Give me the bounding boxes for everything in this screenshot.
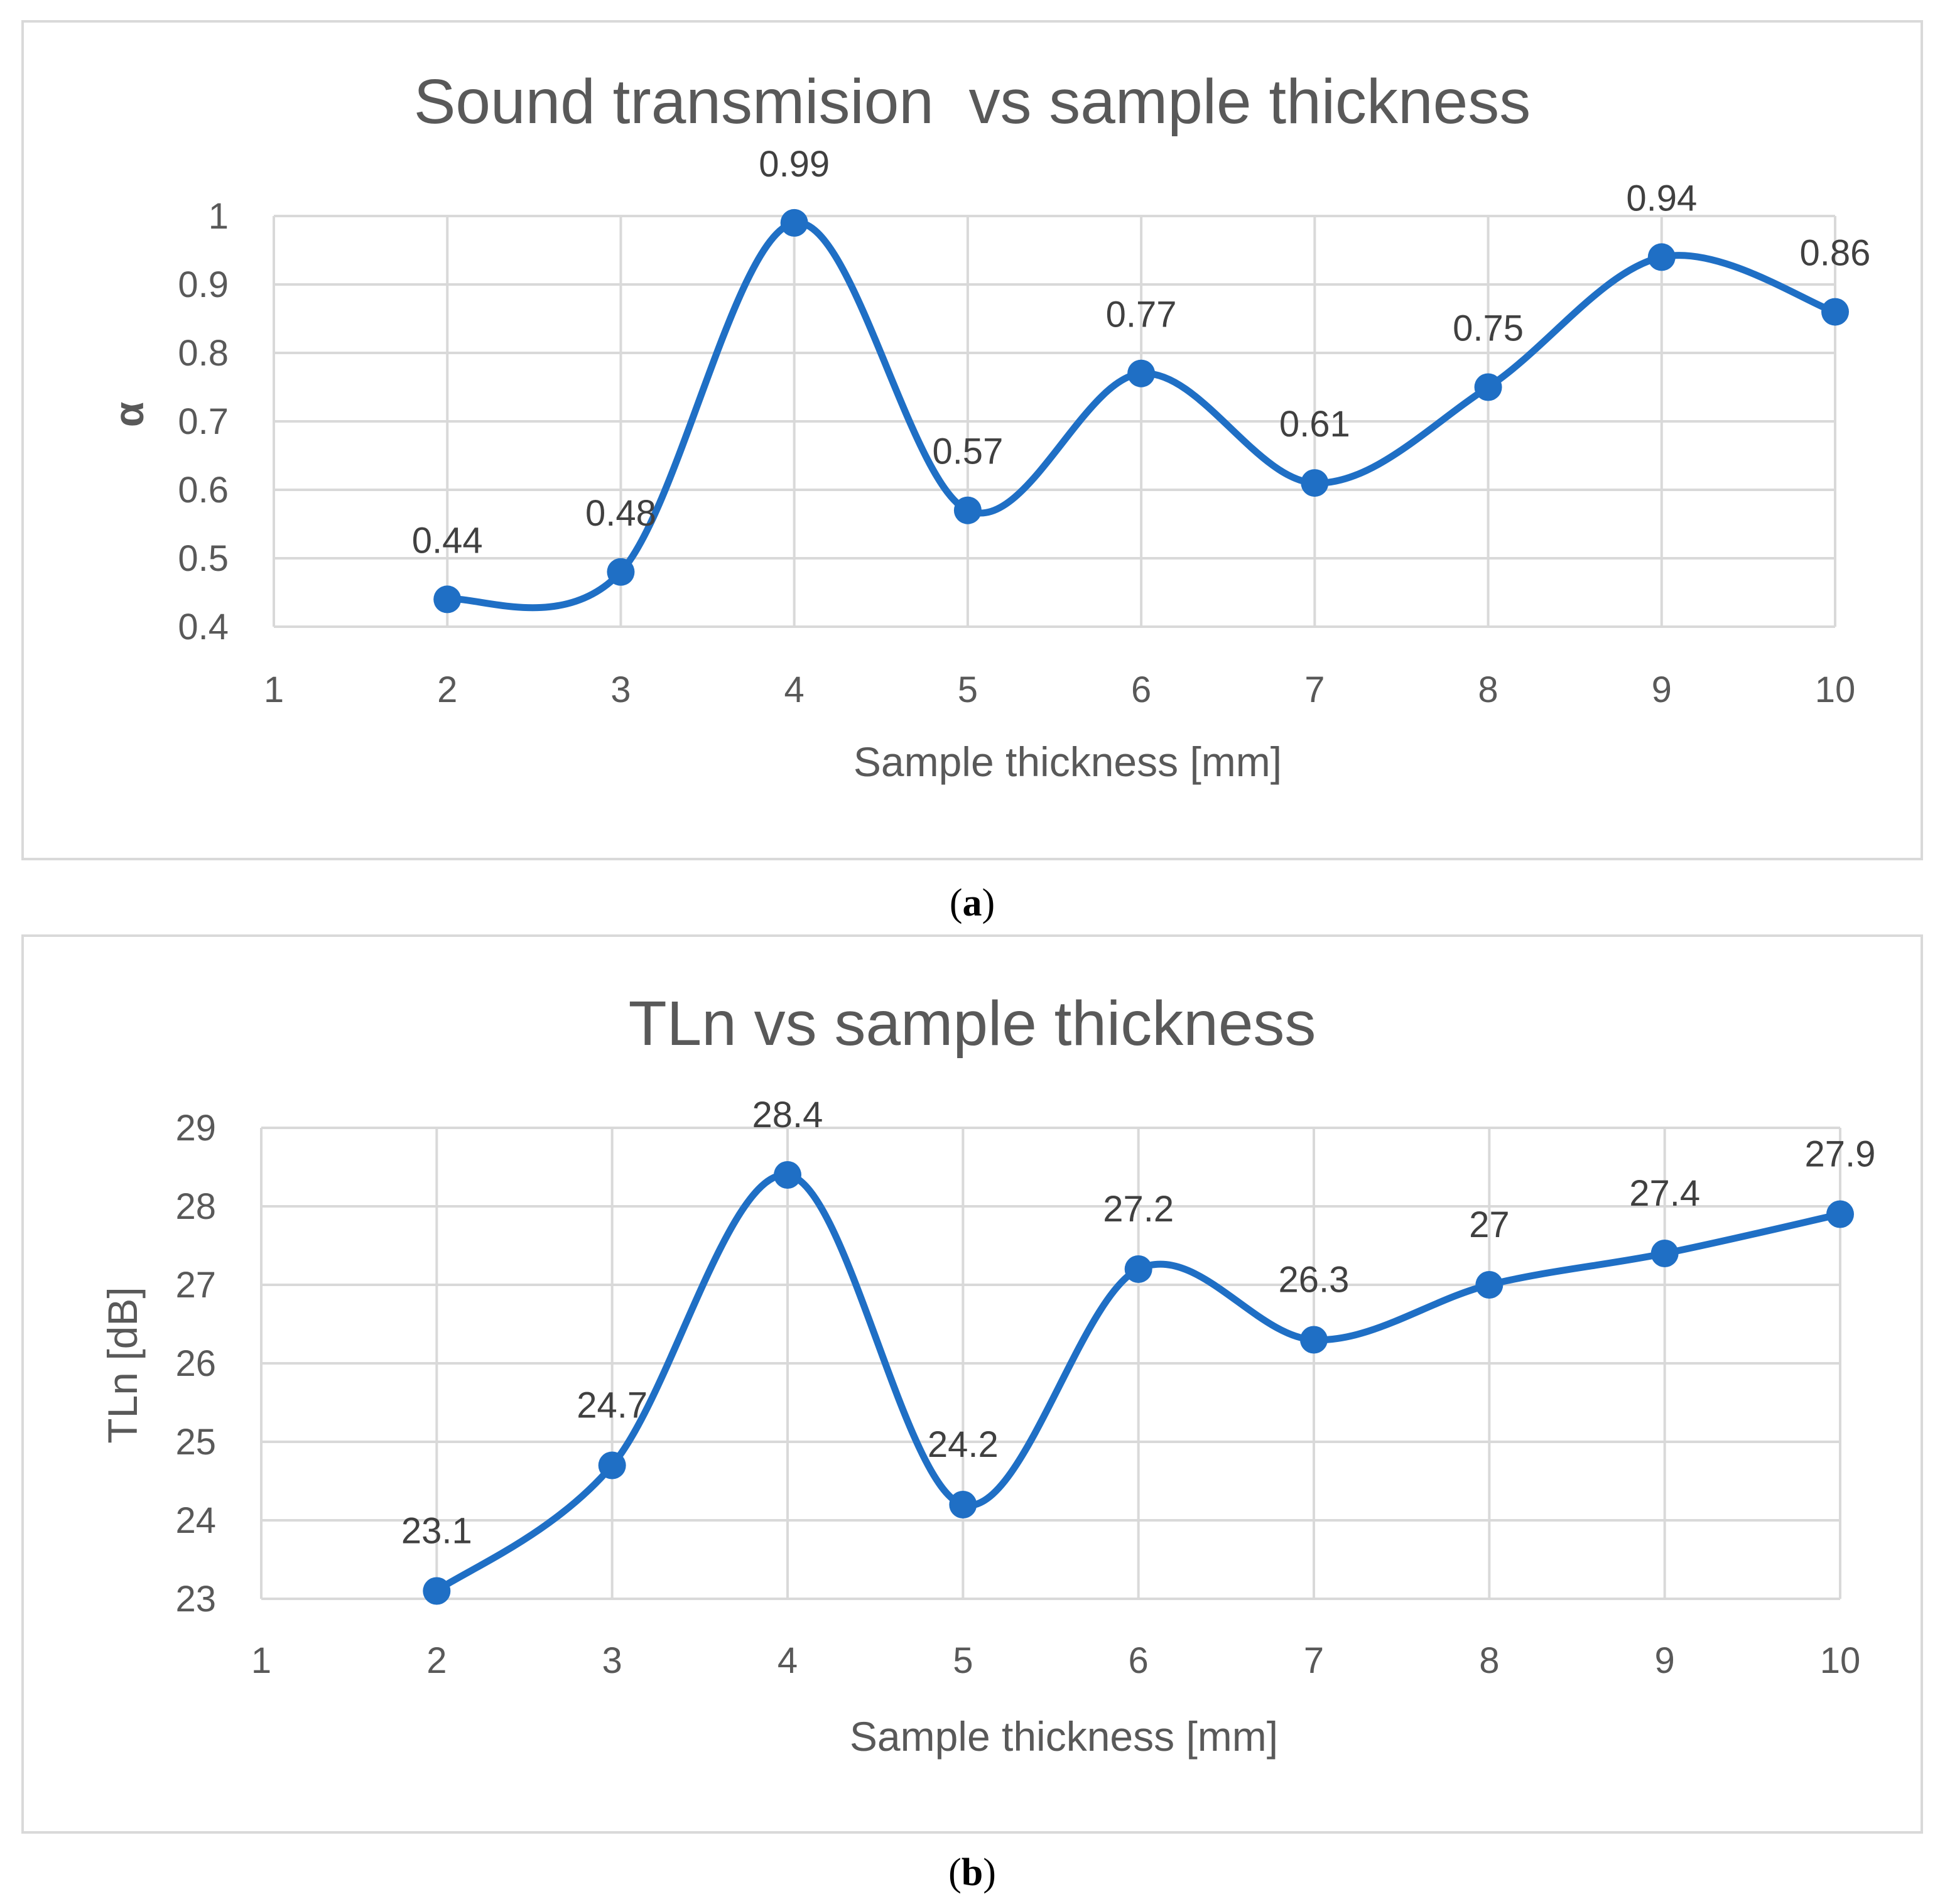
chart-b-x-tick-label: 4 [778, 1640, 798, 1681]
chart-a-data-label: 0.44 [412, 520, 483, 561]
chart-a-y-tick-label: 0.8 [178, 333, 229, 374]
chart-a-y-tick-label: 1 [209, 196, 229, 237]
chart-a-y-tick-label: 0.5 [178, 538, 229, 579]
chart-a-data-point [1474, 373, 1502, 401]
chart-a-data-point [607, 558, 635, 586]
chart-b-series-line [433, 1171, 1844, 1594]
chart-a-series-line [443, 219, 1839, 612]
chart-a-title: Sound transmision vs sample thickness [414, 67, 1531, 137]
chart-b-data-label: 27.4 [1629, 1173, 1700, 1214]
chart-b-y-tick-label: 25 [175, 1422, 216, 1463]
chart-b-x-tick-labels: 1 2 3 4 5 6 7 8 9 10 [251, 1640, 1860, 1681]
chart-b-y-tick-labels: 23 24 25 26 27 28 29 [175, 1108, 216, 1620]
chart-b-y-tick-label: 27 [175, 1265, 216, 1306]
chart-a-x-tick-label: 7 [1304, 669, 1325, 710]
chart-a-data-label: 0.94 [1626, 178, 1697, 219]
chart-a-y-axis-label: α [106, 402, 152, 428]
chart-a-data-label: 0.61 [1279, 404, 1350, 445]
chart-b-x-tick-label: 6 [1129, 1640, 1149, 1681]
chart-a-x-tick-labels: 1 2 3 4 5 6 7 8 9 10 [264, 669, 1855, 710]
chart-a-data-point [1301, 469, 1329, 497]
chart-a-data-label: 0.57 [932, 431, 1003, 472]
chart-b-data-label: 27 [1469, 1204, 1510, 1245]
chart-a: Sound transmision vs sample thickness 0.… [21, 20, 1923, 860]
chart-a-x-tick-label: 1 [264, 669, 284, 710]
chart-b-x-tick-label: 10 [1820, 1640, 1861, 1681]
caption-a-letter: a [963, 882, 982, 924]
chart-b-y-tick-label: 26 [175, 1343, 216, 1384]
chart-a-data-point [780, 208, 808, 237]
chart-b-x-axis-label: Sample thickness [mm] [850, 1713, 1278, 1760]
chart-a-data-label: 0.77 [1106, 295, 1177, 335]
chart-b-y-tick-label: 29 [175, 1108, 216, 1149]
chart-b-data-label: 28.4 [752, 1095, 823, 1135]
chart-a-x-tick-label: 4 [784, 669, 805, 710]
chart-b-x-tick-label: 3 [602, 1640, 622, 1681]
chart-b-data-point [949, 1491, 977, 1518]
chart-b-data-point [1300, 1326, 1328, 1354]
chart-a-x-tick-label: 3 [610, 669, 631, 710]
caption-b: (b) [948, 1851, 996, 1894]
chart-b-data-labels: 23.1 24.7 28.4 24.2 27.2 26.3 27 27.4 27.9 [401, 1095, 1876, 1552]
chart-a-x-tick-label: 10 [1815, 669, 1856, 710]
chart-b-data-point [598, 1451, 626, 1479]
chart-a-x-tick-label: 5 [958, 669, 978, 710]
chart-b-data-label: 23.1 [401, 1511, 472, 1552]
chart-a-data-point [953, 496, 982, 524]
chart-a-data-label: 0.86 [1800, 233, 1871, 274]
chart-a-y-tick-label: 0.6 [178, 470, 229, 511]
caption-b-letter: b [962, 1851, 983, 1894]
chart-b-data-label: 24.2 [928, 1424, 999, 1465]
chart-b-data-point [1475, 1271, 1504, 1299]
chart-b-x-tick-label: 2 [426, 1640, 447, 1681]
chart-a-x-tick-label: 9 [1652, 669, 1672, 710]
chart-b-x-tick-label: 9 [1655, 1640, 1675, 1681]
chart-b-y-tick-label: 23 [175, 1579, 216, 1620]
chart-a-data-point [1821, 298, 1849, 326]
chart-b-data-point [1650, 1240, 1679, 1267]
chart-b-y-axis-label: TLn [dB] [99, 1287, 146, 1443]
chart-b-data-point [423, 1577, 451, 1605]
chart-a-data-point [433, 585, 462, 614]
chart-b-x-tick-label: 1 [251, 1640, 271, 1681]
chart-b-data-point [1826, 1200, 1854, 1228]
caption-a: (a) [950, 882, 995, 924]
chart-b-x-tick-label: 5 [953, 1640, 973, 1681]
chart-b-data-label: 24.7 [577, 1385, 648, 1426]
chart-a-data-labels: 0.44 0.48 0.99 0.57 0.77 0.61 0.75 0.94 0.86 [412, 144, 1871, 561]
chart-a-y-tick-label: 0.7 [178, 401, 229, 442]
chart-a-grid [273, 215, 1836, 628]
chart-b-title: TLn vs sample thickness [629, 988, 1316, 1059]
chart-a-y-tick-label: 0.4 [178, 607, 229, 647]
chart-a-y-tick-labels: 0.4 0.5 0.6 0.7 0.8 0.9 1 [178, 196, 229, 647]
chart-b-markers [423, 1161, 1854, 1605]
chart-b-frame [21, 934, 1923, 1834]
chart-a-data-label: 0.48 [585, 493, 656, 534]
chart-b-y-tick-label: 28 [175, 1186, 216, 1227]
chart-b-data-label: 27.9 [1805, 1134, 1876, 1175]
chart-a-x-tick-label: 2 [437, 669, 457, 710]
chart-b-data-label: 26.3 [1279, 1260, 1350, 1301]
chart-a-x-tick-label: 6 [1131, 669, 1151, 710]
chart-b-x-tick-label: 7 [1304, 1640, 1324, 1681]
chart-a-data-point [1127, 359, 1156, 387]
chart-a-frame [21, 20, 1923, 860]
chart-b-y-tick-label: 24 [175, 1500, 216, 1541]
chart-b-x-tick-label: 8 [1479, 1640, 1499, 1681]
chart-a-data-label: 0.99 [759, 144, 830, 185]
chart-a-x-axis-label: Sample thickness [mm] [853, 738, 1282, 785]
chart-a-markers [433, 208, 1849, 614]
chart-b-data-point [1124, 1255, 1152, 1283]
chart-a-x-tick-label: 8 [1478, 669, 1498, 710]
chart-a-data-point [1647, 243, 1676, 271]
chart-b-data-label: 27.2 [1103, 1189, 1174, 1230]
chart-b-data-point [774, 1161, 801, 1189]
chart-a-y-tick-label: 0.9 [178, 264, 229, 305]
chart-a-data-label: 0.75 [1453, 308, 1524, 349]
